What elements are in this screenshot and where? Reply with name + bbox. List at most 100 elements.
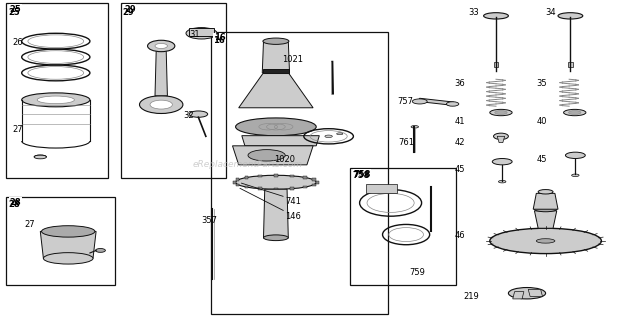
Ellipse shape (148, 40, 175, 52)
Ellipse shape (186, 28, 217, 39)
Text: 34: 34 (546, 8, 556, 17)
Text: 16: 16 (214, 33, 226, 42)
Bar (290, 175, 294, 177)
Bar (494, 62, 498, 67)
Text: 45: 45 (536, 155, 547, 164)
Bar (568, 62, 573, 67)
Polygon shape (497, 136, 505, 143)
Bar (274, 188, 278, 191)
Text: 741: 741 (285, 197, 301, 205)
Text: eReplacementParts.com: eReplacementParts.com (193, 160, 303, 169)
Bar (211, 32, 388, 314)
Ellipse shape (494, 133, 508, 139)
Polygon shape (40, 231, 96, 258)
Polygon shape (418, 98, 454, 105)
Text: 46: 46 (454, 231, 465, 240)
Text: 26: 26 (12, 38, 23, 47)
Polygon shape (242, 136, 319, 146)
Bar (258, 187, 262, 190)
Text: 28: 28 (9, 198, 21, 207)
Bar (236, 184, 239, 186)
Text: 27: 27 (12, 125, 23, 134)
Ellipse shape (22, 93, 90, 107)
Text: 29: 29 (124, 5, 136, 14)
Bar (303, 186, 307, 189)
Ellipse shape (538, 190, 553, 194)
Ellipse shape (558, 13, 583, 19)
Text: 32: 32 (183, 111, 193, 120)
Polygon shape (155, 49, 167, 96)
Text: 759: 759 (409, 268, 425, 277)
Bar (6, 3, 108, 178)
Text: 42: 42 (454, 138, 465, 147)
Polygon shape (513, 292, 524, 299)
Ellipse shape (95, 249, 105, 252)
Ellipse shape (43, 253, 93, 264)
Ellipse shape (534, 207, 557, 212)
Bar (274, 174, 278, 177)
Polygon shape (263, 69, 289, 74)
Bar (6, 197, 115, 285)
Text: 758: 758 (353, 171, 370, 180)
Bar (258, 175, 262, 177)
Bar (236, 178, 239, 181)
Ellipse shape (263, 38, 289, 44)
Bar (303, 176, 307, 178)
Text: 219: 219 (464, 292, 479, 301)
Ellipse shape (490, 228, 601, 254)
Ellipse shape (155, 43, 167, 49)
Text: 35: 35 (536, 79, 547, 88)
Ellipse shape (565, 152, 585, 158)
Ellipse shape (140, 96, 183, 113)
Text: 40: 40 (536, 117, 547, 126)
Ellipse shape (484, 13, 508, 19)
Bar (232, 181, 236, 184)
Bar (290, 187, 294, 190)
Bar (316, 181, 319, 184)
Ellipse shape (195, 31, 208, 36)
Ellipse shape (189, 111, 208, 117)
Ellipse shape (325, 135, 332, 138)
Ellipse shape (236, 118, 316, 136)
Ellipse shape (42, 226, 95, 237)
Text: 31: 31 (189, 30, 200, 39)
Text: 33: 33 (468, 8, 479, 17)
Ellipse shape (446, 102, 459, 106)
Text: 16: 16 (213, 36, 225, 45)
Ellipse shape (492, 158, 512, 165)
Text: 146: 146 (285, 212, 301, 221)
Bar (312, 178, 316, 181)
Text: 758: 758 (353, 170, 371, 178)
Bar (121, 3, 226, 178)
Text: 1020: 1020 (274, 155, 295, 164)
Ellipse shape (337, 133, 343, 135)
Ellipse shape (508, 288, 546, 299)
Ellipse shape (564, 109, 586, 116)
Text: 25: 25 (9, 5, 21, 14)
Polygon shape (366, 184, 397, 193)
Text: 28: 28 (8, 200, 20, 209)
Polygon shape (528, 289, 542, 296)
Text: 25: 25 (8, 8, 20, 17)
Text: 1021: 1021 (282, 55, 303, 64)
Ellipse shape (150, 100, 172, 109)
Text: 757: 757 (397, 97, 413, 106)
Ellipse shape (34, 155, 46, 159)
Text: 41: 41 (454, 117, 465, 126)
Ellipse shape (411, 126, 418, 128)
Bar (312, 184, 316, 186)
Ellipse shape (236, 175, 316, 189)
Text: 36: 36 (454, 79, 465, 88)
Ellipse shape (536, 239, 555, 243)
Ellipse shape (37, 96, 74, 104)
Polygon shape (189, 28, 214, 36)
Polygon shape (533, 193, 558, 209)
Polygon shape (239, 74, 313, 108)
Polygon shape (262, 41, 290, 73)
Bar (350, 168, 456, 285)
Text: 45: 45 (454, 165, 465, 174)
Bar (245, 186, 249, 189)
Ellipse shape (412, 99, 427, 104)
Polygon shape (232, 146, 313, 165)
Ellipse shape (498, 180, 506, 183)
